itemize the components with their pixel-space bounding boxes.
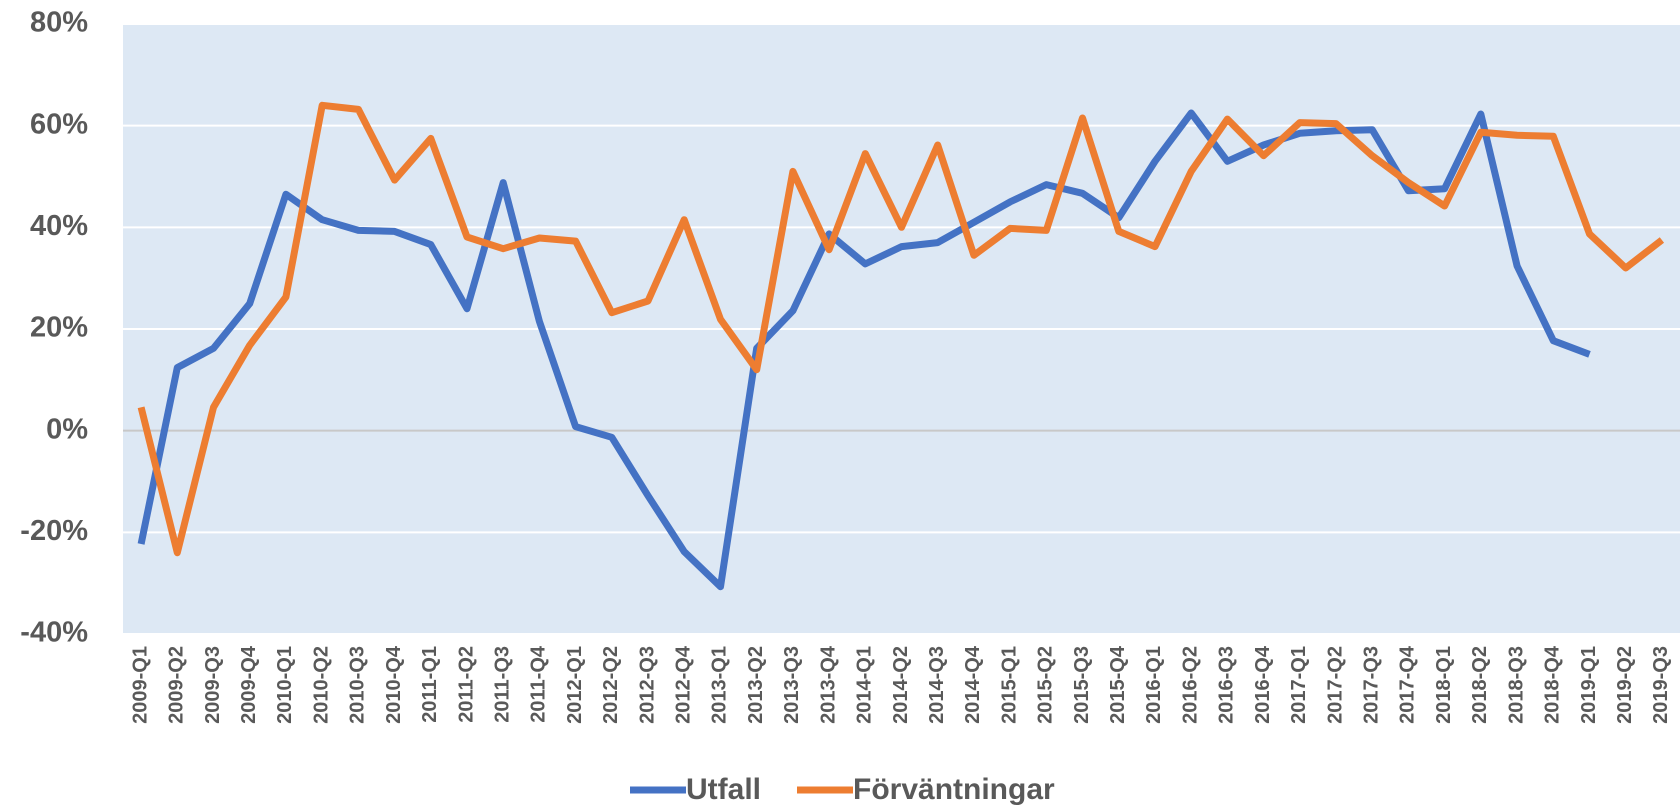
x-tick-label: 2010-Q4 (383, 645, 405, 724)
x-tick-label: 2012-Q1 (564, 646, 586, 724)
x-tick-label: 2016-Q4 (1252, 645, 1274, 724)
x-tick-label: 2019-Q2 (1614, 646, 1636, 724)
x-tick-label: 2014-Q3 (926, 646, 948, 724)
x-tick-label: 2011-Q3 (491, 646, 513, 723)
y-tick-label: 80% (30, 7, 88, 39)
x-tick-label: 2010-Q3 (347, 646, 369, 724)
x-tick-label: 2014-Q1 (854, 646, 876, 724)
x-tick-label: 2011-Q2 (455, 646, 477, 723)
y-tick-label: 60% (30, 108, 88, 140)
x-tick-label: 2009-Q2 (166, 646, 188, 724)
y-tick-label: 40% (30, 210, 88, 242)
x-tick-label: 2017-Q1 (1288, 646, 1310, 724)
legend-label: Förväntningar (853, 773, 1055, 806)
x-tick-label: 2010-Q1 (274, 646, 296, 724)
x-tick-label: 2009-Q1 (129, 646, 151, 724)
y-tick-label: -20% (20, 515, 88, 547)
x-tick-label: 2018-Q4 (1542, 645, 1564, 724)
x-tick-label: 2015-Q1 (998, 646, 1020, 724)
x-tick-label: 2018-Q2 (1469, 646, 1491, 724)
x-tick-label: 2015-Q3 (1071, 646, 1093, 724)
x-tick-label: 2014-Q4 (962, 645, 984, 724)
x-tick-label: 2013-Q3 (781, 646, 803, 724)
x-tick-label: 2012-Q4 (673, 645, 695, 724)
x-tick-label: 2012-Q3 (636, 646, 658, 724)
x-tick-label: 2013-Q1 (709, 646, 731, 724)
x-tick-label: 2019-Q1 (1578, 646, 1600, 724)
x-tick-label: 2016-Q3 (1216, 646, 1238, 724)
x-tick-label: 2011-Q4 (528, 645, 550, 723)
series-line (137, 101, 1665, 557)
x-tick-label: 2015-Q4 (1107, 645, 1129, 724)
x-tick-label: 2009-Q4 (238, 645, 260, 724)
x-tick-label: 2017-Q4 (1397, 645, 1419, 724)
x-tick-label: 2017-Q2 (1324, 646, 1346, 724)
y-tick-label: 0% (46, 413, 88, 445)
x-tick-label: 2013-Q4 (817, 645, 839, 724)
x-tick-label: 2018-Q3 (1505, 646, 1527, 724)
x-tick-label: 2018-Q1 (1433, 646, 1455, 724)
x-tick-label: 2016-Q2 (1179, 646, 1201, 724)
x-tick-label: 2011-Q1 (419, 646, 441, 723)
y-tick-label: 20% (30, 312, 88, 344)
x-tick-label: 2019-Q3 (1650, 646, 1672, 724)
x-tick-label: 2012-Q2 (600, 646, 622, 724)
x-tick-label: 2014-Q2 (890, 646, 912, 724)
x-tick-label: 2017-Q3 (1361, 646, 1383, 724)
legend-label: Utfall (686, 773, 761, 806)
x-tick-label: 2016-Q1 (1143, 646, 1165, 724)
x-tick-label: 2015-Q2 (1035, 646, 1057, 724)
y-tick-label: -40% (20, 617, 88, 649)
x-tick-label: 2013-Q2 (745, 646, 767, 724)
x-tick-label: 2009-Q3 (202, 646, 224, 724)
x-tick-label: 2010-Q2 (310, 646, 332, 724)
